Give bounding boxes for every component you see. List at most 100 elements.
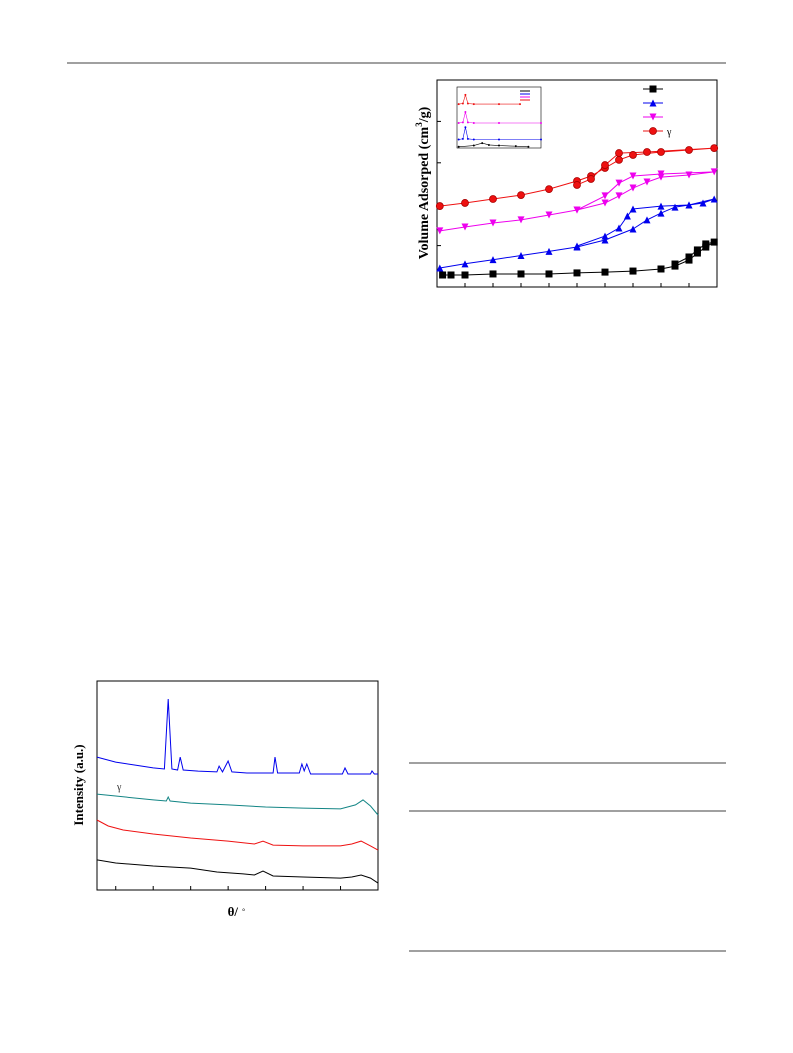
marker — [629, 225, 637, 233]
marker — [629, 172, 637, 180]
marker — [601, 199, 609, 207]
marker — [545, 211, 553, 219]
marker — [587, 175, 595, 183]
marker — [461, 199, 469, 207]
marker — [439, 271, 447, 279]
x-axis-label: θ/ — [228, 904, 239, 919]
marker — [685, 146, 693, 154]
marker — [517, 252, 525, 260]
marker — [643, 216, 651, 224]
marker — [615, 156, 623, 164]
marker — [657, 202, 665, 210]
plot-frame — [456, 86, 542, 149]
marker — [629, 151, 637, 159]
series-line — [439, 147, 715, 207]
y-label-sup: 3 — [414, 122, 424, 127]
marker — [545, 247, 553, 255]
marker — [601, 236, 609, 244]
marker — [447, 271, 455, 279]
series-line — [96, 698, 378, 775]
marker — [615, 192, 623, 200]
inset-legend — [520, 90, 530, 101]
marker — [498, 121, 500, 124]
marker — [461, 271, 469, 279]
series-line — [458, 142, 529, 148]
marker — [710, 238, 718, 246]
marker — [464, 126, 467, 129]
marker — [472, 121, 475, 124]
marker — [461, 260, 469, 268]
marker — [472, 138, 475, 141]
y-label-part: Volume Adsorped (cm — [417, 126, 432, 259]
series-line — [96, 819, 379, 851]
marker — [601, 232, 609, 240]
marker — [545, 270, 553, 278]
marker — [710, 195, 718, 203]
marker — [517, 270, 525, 278]
marker — [657, 170, 665, 178]
marker — [601, 192, 609, 200]
marker — [657, 265, 665, 273]
marker — [517, 216, 525, 224]
series-line — [458, 111, 541, 124]
marker — [472, 103, 475, 106]
marker — [489, 195, 497, 203]
marker — [489, 270, 497, 278]
annotation: γ — [116, 782, 122, 793]
marker — [629, 205, 637, 213]
marker — [461, 102, 464, 105]
x-axis-unit: ° — [242, 907, 245, 916]
marker — [685, 201, 693, 209]
marker — [461, 137, 464, 140]
legend-swatch — [649, 99, 657, 107]
marker — [643, 178, 651, 186]
plot-frame — [96, 680, 379, 891]
y-label-part: /g) — [417, 106, 432, 123]
series-line — [96, 859, 379, 884]
marker — [629, 184, 637, 192]
y-axis-label: Volume Adsorped (cm3/g) — [414, 106, 432, 259]
marker — [693, 246, 701, 254]
marker — [461, 223, 469, 231]
marker — [710, 168, 718, 176]
marker — [545, 185, 553, 193]
marker — [457, 103, 460, 106]
marker — [573, 206, 581, 214]
marker — [466, 102, 469, 105]
marker — [457, 121, 460, 124]
marker — [685, 171, 693, 179]
marker — [498, 144, 500, 147]
marker — [457, 145, 460, 148]
marker — [573, 181, 581, 189]
marker — [671, 260, 679, 268]
marker — [615, 149, 623, 157]
marker — [481, 142, 484, 145]
marker — [514, 145, 517, 148]
marker — [498, 138, 500, 141]
marker — [615, 224, 623, 232]
legend-swatch — [649, 85, 657, 93]
series-line — [96, 793, 379, 816]
marker — [489, 219, 497, 227]
legend-swatch — [649, 113, 657, 121]
marker — [710, 144, 719, 153]
marker — [464, 93, 467, 96]
marker — [623, 212, 631, 220]
marker — [615, 179, 623, 187]
marker — [435, 202, 444, 210]
marker — [466, 121, 469, 124]
marker — [540, 138, 542, 141]
legend-label: γ — [666, 127, 672, 138]
marker — [685, 253, 693, 261]
marker — [464, 111, 467, 114]
marker — [540, 121, 542, 124]
marker — [457, 138, 460, 141]
marker — [466, 137, 469, 140]
marker — [657, 148, 665, 156]
marker — [643, 148, 651, 156]
marker — [461, 121, 464, 124]
y-axis-label: Intensity (a.u.) — [71, 744, 86, 825]
marker — [702, 240, 710, 248]
marker — [489, 256, 497, 264]
